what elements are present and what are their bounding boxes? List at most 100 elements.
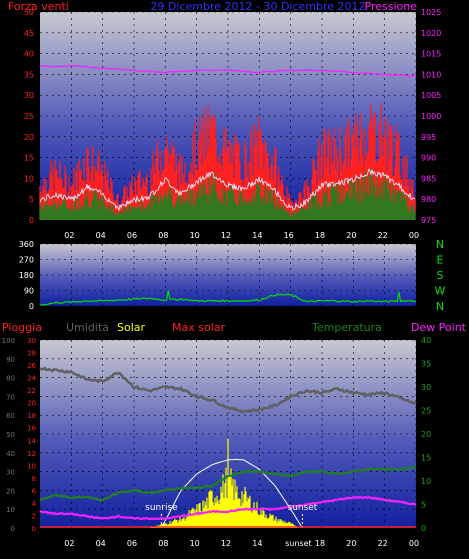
panel3-x-tick-label: 20 (346, 539, 356, 548)
panel3-x-tick-label: 22 (378, 539, 388, 548)
compass-label: N (436, 238, 444, 251)
panel3-x-tick-label: 14 (252, 539, 262, 548)
humidity-tick-label: 70 (6, 393, 15, 401)
panel1-x-tick-label: 12 (221, 231, 231, 240)
temperature-tick-label: 5 (421, 501, 426, 510)
rain-tick-label: 28 (27, 350, 36, 358)
panel1-left-tick-label: 5 (29, 195, 34, 204)
legend-date-range: 29 Dicembre 2012 - 30 Dicembre 2012 (150, 0, 365, 13)
temperature-tick-label: 10 (421, 477, 431, 486)
panel1-x-tick-label: 18 (315, 231, 325, 240)
panel1-left-tick-label: 25 (24, 112, 34, 121)
humidity-tick-label: 80 (6, 375, 15, 383)
rain-tick-label: 20 (27, 400, 36, 408)
panel2-left-tick-label: 90 (24, 287, 34, 296)
sunset-axis-label: sunset (285, 539, 312, 548)
rain-tick-label: 10 (27, 462, 36, 470)
humidity-tick-label: 50 (6, 431, 15, 439)
panel2-left-tick-label: 0 (29, 302, 34, 311)
panel3-x-tick-label: 08 (158, 539, 168, 548)
compass-label: W (435, 285, 446, 298)
rain-tick-label: 14 (27, 437, 36, 445)
temperature-tick-label: 0 (421, 524, 426, 533)
temperature-tick-label: 35 (421, 360, 431, 369)
rain-tick-label: 22 (27, 387, 36, 395)
panel1-x-axis: 02 04 06 08 10 12 14 16 18 20 22 00 (64, 231, 419, 240)
panel1-x-tick-label: 00 (409, 231, 419, 240)
panel2-left-tick-label: 180 (19, 271, 34, 280)
temperature-axis: 0 5 10 15 20 25 30 35 40 (421, 336, 431, 533)
rain-tick-label: 18 (27, 412, 36, 420)
panel1-left-tick-label: 45 (24, 29, 34, 38)
legend-pressure: Pressione (365, 0, 418, 13)
rain-tick-label: 26 (27, 362, 36, 370)
panel1-x-tick-label: 14 (252, 231, 262, 240)
rain-tick-label: 24 (27, 375, 36, 383)
panel1-x-tick-label: 06 (127, 231, 137, 240)
humidity-tick-label: 40 (6, 450, 15, 458)
panel2-series (39, 290, 417, 306)
humidity-tick-label: 30 (6, 469, 15, 477)
temperature-tick-label: 30 (421, 383, 431, 392)
legend-dew-point: Dew Point (411, 321, 467, 334)
panel1-x-tick-label: 02 (64, 231, 74, 240)
pressure-line (39, 64, 417, 78)
panel1-left-tick-label: 20 (24, 133, 34, 142)
panel1-right-tick-label: 1000 (421, 112, 441, 121)
panel1-right-tick-label: 1025 (421, 8, 441, 17)
panel1-right-tick-label: 1020 (421, 29, 441, 38)
temperature-tick-label: 25 (421, 407, 431, 416)
rain-tick-label: 30 (27, 337, 36, 345)
sunset-label: sunset (287, 503, 317, 513)
panel2-left-tick-label: 360 (19, 240, 34, 249)
wind-average-line (39, 168, 415, 212)
panel3-x-tick-label: 10 (190, 539, 200, 548)
panel3-x-axis: 02 04 06 08 10 12 14 18 20 22 00 (64, 539, 419, 548)
legend-humidity: Umidita (66, 321, 109, 334)
humidity-tick-label: 0 (11, 525, 15, 533)
panel3-x-tick-label: 00 (409, 539, 419, 548)
panel1-right-tick-label: 975 (421, 216, 436, 225)
rain-tick-label: 16 (27, 425, 36, 433)
temperature-tick-label: 20 (421, 430, 431, 439)
sunrise-label: sunrise (145, 503, 178, 513)
panel1-right-tick-label: 985 (421, 174, 436, 183)
panel1-left-tick-label: 15 (24, 154, 34, 163)
panel3-x-tick-label: 04 (96, 539, 106, 548)
humidity-tick-label: 100 (2, 337, 15, 345)
panel1-left-axis: 0 5 10 15 20 25 30 35 40 45 50 (24, 8, 34, 225)
legend-wind: Forza venti (8, 0, 69, 13)
panel1-series (39, 64, 417, 220)
panel1-x-tick-label: 22 (378, 231, 388, 240)
panel1-right-tick-label: 990 (421, 154, 436, 163)
panel1-x-tick-label: 20 (346, 231, 356, 240)
panel1-x-tick-label: 16 (284, 231, 294, 240)
panel1-right-axis: 975 980 985 990 995 1000 1005 1010 1015 1020 1025 (421, 8, 441, 225)
panel2-left-axis: 0 90 180 270 360 (19, 240, 34, 311)
panel1-x-tick-label: 10 (190, 231, 200, 240)
panel3-x-tick-label: 12 (221, 539, 231, 548)
wind-direction-line (39, 290, 417, 306)
panel3-series (39, 366, 417, 529)
temperature-line (39, 465, 417, 502)
humidity-tick-label: 10 (6, 506, 15, 514)
rain-tick-label: 4 (32, 500, 37, 508)
panel1-right-tick-label: 1010 (421, 70, 441, 79)
panel1-left-tick-label: 50 (24, 8, 34, 17)
panel2-left-tick-label: 270 (19, 256, 34, 265)
dew-point-line (39, 495, 417, 521)
humidity-tick-label: 90 (6, 356, 15, 364)
compass-label: N (436, 300, 444, 313)
panel1-left-tick-label: 0 (29, 216, 34, 225)
panel1-right-tick-label: 1015 (421, 50, 441, 59)
panel1-right-tick-label: 1005 (421, 91, 441, 100)
temperature-tick-label: 15 (421, 454, 431, 463)
panel1-right-tick-label: 980 (421, 195, 436, 204)
panel1-x-tick-label: 08 (158, 231, 168, 240)
